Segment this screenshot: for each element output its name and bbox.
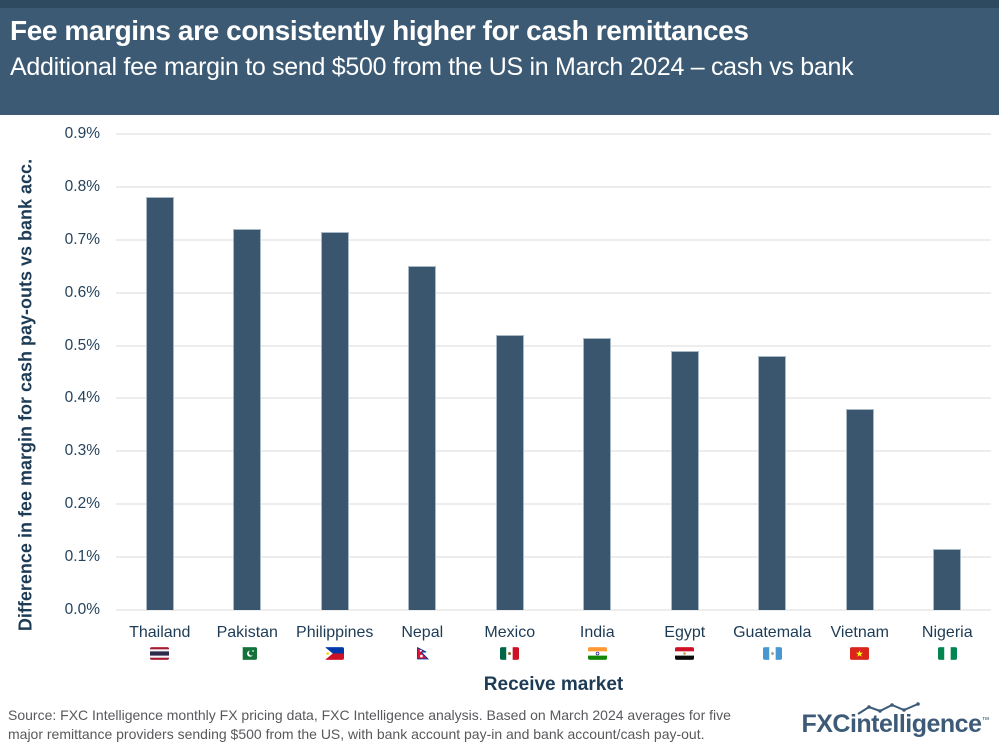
y-tick-label: 0.8% — [64, 177, 100, 195]
gridline — [116, 133, 991, 135]
flag-philippines-icon — [325, 647, 345, 660]
x-category-label-egypt: Egypt — [664, 624, 706, 641]
x-axis-labels: Thailand Pakistan Philippines Nepal Mexico In… — [116, 623, 991, 673]
x-category-egypt: Egypt — [641, 623, 729, 665]
logo-text-rest: intelligence — [849, 710, 982, 738]
bar-column-philippines — [291, 134, 379, 610]
gridline — [116, 397, 991, 400]
x-category-mexico: Mexico — [466, 623, 554, 665]
header: Fee margins are consistently higher for … — [0, 0, 999, 115]
bar-column-nepal — [379, 134, 467, 610]
source-note: Source: FXC Intelligence monthly FX pric… — [8, 706, 731, 744]
bar-column-india — [554, 134, 642, 610]
source-line-1: Source: FXC Intelligence monthly FX pric… — [8, 706, 731, 723]
bar-column-vietnam — [816, 134, 904, 610]
flag-mexico-icon — [500, 647, 520, 660]
bar-column-mexico — [466, 134, 554, 610]
y-tick-label: 0.5% — [64, 336, 100, 354]
x-category-label-thailand: Thailand — [129, 624, 191, 641]
y-axis-ticks: 0.0% 0.1% 0.2% 0.3% 0.4% 0.5% 0.6% 0.7% 0.8% 0.9% — [0, 125, 100, 618]
x-category-nigeria: Nigeria — [904, 623, 992, 665]
bar-vietnam — [845, 409, 874, 610]
logo-sparkline-icon — [857, 702, 921, 715]
chart-subtitle: Additional fee margin to send $500 from … — [10, 53, 854, 81]
gridline — [116, 609, 991, 611]
gridline — [116, 291, 991, 294]
y-tick-label: 0.2% — [64, 495, 100, 513]
bar-column-egypt — [641, 134, 729, 610]
gridline — [116, 238, 991, 241]
x-category-guatemala: Guatemala — [729, 623, 817, 665]
bar-column-guatemala — [729, 134, 817, 610]
flag-pakistan-icon — [237, 647, 257, 660]
flag-guatemala-icon — [762, 647, 782, 660]
bar-column-pakistan — [204, 134, 292, 610]
bar-egypt — [670, 350, 699, 610]
gridline — [116, 450, 991, 453]
plot-area — [116, 133, 992, 611]
x-category-india: India — [554, 623, 642, 665]
flag-thailand-icon — [150, 647, 170, 660]
y-tick-label: 0.7% — [64, 230, 100, 248]
bar-philippines — [320, 231, 349, 610]
gridline — [116, 503, 991, 506]
x-category-thailand: Thailand — [116, 623, 204, 665]
x-category-label-vietnam: Vietnam — [830, 624, 889, 641]
bar-guatemala — [758, 356, 787, 610]
x-category-nepal: Nepal — [379, 623, 467, 665]
gridline — [116, 185, 991, 188]
flag-egypt-icon — [675, 647, 695, 660]
x-category-label-mexico: Mexico — [484, 624, 536, 641]
bar-thailand — [145, 197, 174, 610]
x-category-label-india: India — [579, 624, 615, 641]
source-line-2: major remittance providers sending $500 … — [8, 725, 705, 742]
fxc-intelligence-logo: FXCintelligence™ — [801, 702, 990, 739]
flag-nigeria-icon — [937, 647, 957, 660]
y-tick-label: 0.6% — [64, 283, 100, 301]
flag-vietnam-icon — [850, 647, 870, 660]
bar-pakistan — [233, 229, 262, 610]
bar-nepal — [408, 266, 437, 610]
logo-trademark: ™ — [981, 715, 990, 725]
logo-text-bold: FXC — [801, 710, 850, 738]
y-tick-label: 0.3% — [64, 442, 100, 460]
x-category-pakistan: Pakistan — [204, 623, 292, 665]
footer: Source: FXC Intelligence monthly FX pric… — [0, 700, 999, 749]
header-top-strip — [0, 0, 999, 8]
y-tick-label: 0.4% — [64, 389, 100, 407]
x-category-label-guatemala: Guatemala — [733, 624, 812, 641]
y-tick-label: 0.0% — [64, 601, 100, 618]
gridline — [116, 556, 991, 559]
flag-india-icon — [587, 647, 607, 660]
x-category-vietnam: Vietnam — [816, 623, 904, 665]
bar-mexico — [495, 334, 524, 610]
bar-nigeria — [933, 549, 962, 610]
bar-column-nigeria — [904, 134, 992, 610]
x-category-label-pakistan: Pakistan — [216, 624, 278, 641]
y-tick-label: 0.1% — [64, 548, 100, 566]
x-axis-title: Receive market — [483, 674, 624, 695]
x-category-philippines: Philippines — [291, 623, 379, 665]
bar-column-thailand — [116, 134, 204, 610]
x-category-label-nepal: Nepal — [401, 624, 444, 641]
flag-nepal-icon — [413, 647, 432, 660]
bar-india — [583, 337, 612, 610]
x-category-label-philippines: Philippines — [296, 624, 374, 641]
x-category-label-nigeria: Nigeria — [921, 624, 973, 641]
gridline — [116, 344, 991, 347]
chart-title: Fee margins are consistently higher for … — [10, 15, 749, 46]
y-tick-label: 0.9% — [64, 125, 100, 142]
chart: Difference in fee margin for cash pay-ou… — [0, 115, 999, 700]
